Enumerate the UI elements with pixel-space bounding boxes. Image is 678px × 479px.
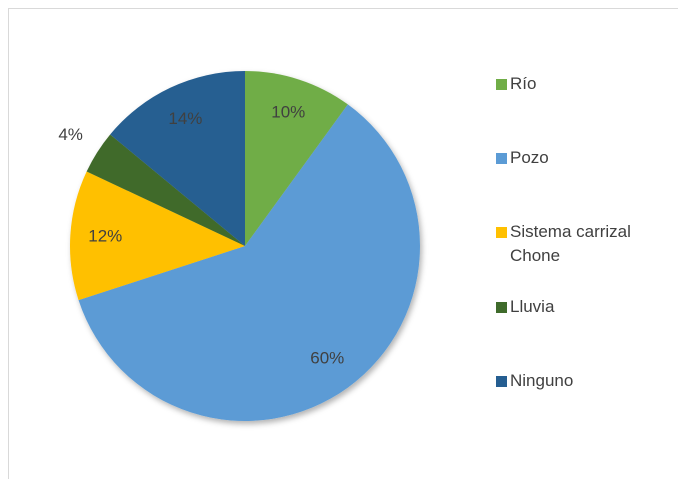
frame xyxy=(8,8,678,479)
legend-swatch xyxy=(496,153,507,164)
pie xyxy=(70,71,420,422)
pie-slice xyxy=(245,71,348,246)
data-label: 4% xyxy=(58,125,83,144)
data-label: 14% xyxy=(168,109,202,128)
data-label: 60% xyxy=(310,349,344,368)
legend-label: Río xyxy=(510,74,537,93)
pie-slice xyxy=(78,104,420,422)
legend-item: Río xyxy=(496,72,666,96)
legend-item: Sistema carrizal Chone xyxy=(496,220,666,268)
legend-swatch xyxy=(496,79,507,90)
labels: 10% 60% 12% 4% 14% xyxy=(58,102,344,367)
legend-label: Pozo xyxy=(510,148,549,167)
legend-item: Lluvia xyxy=(496,295,666,319)
legend-label: Lluvia xyxy=(510,297,555,316)
data-label: 12% xyxy=(88,227,122,246)
legend-item: Ninguno xyxy=(496,369,666,393)
legend-swatch xyxy=(496,376,507,387)
pie-slice xyxy=(86,134,245,246)
pie-slice xyxy=(70,171,245,301)
data-label: 10% xyxy=(271,102,305,121)
legend-item: Pozo xyxy=(496,146,666,170)
legend-swatch xyxy=(496,302,507,313)
legend-label: Ninguno xyxy=(510,371,574,390)
legend-swatch xyxy=(496,227,507,238)
pie-slice xyxy=(110,71,245,246)
legend-label: Sistema carrizal Chone xyxy=(510,222,631,265)
